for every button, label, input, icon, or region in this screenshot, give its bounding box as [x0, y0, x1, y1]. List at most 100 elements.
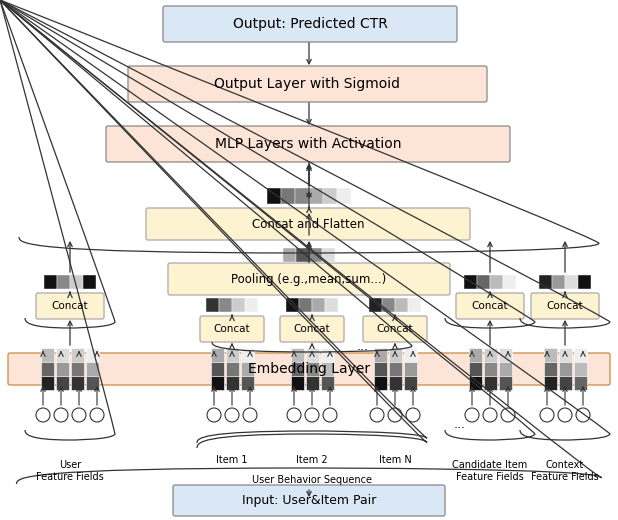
- Text: ...: ...: [357, 340, 369, 353]
- Bar: [267, 188, 281, 204]
- Bar: [286, 298, 299, 312]
- Text: Candidate Item
Feature Fields: Candidate Item Feature Fields: [452, 460, 528, 482]
- Bar: [56, 362, 69, 376]
- Bar: [305, 362, 318, 376]
- Bar: [57, 275, 70, 289]
- Bar: [290, 362, 303, 376]
- Text: Embedding Layer: Embedding Layer: [248, 362, 370, 376]
- Text: Concat: Concat: [214, 324, 250, 334]
- Circle shape: [388, 408, 402, 422]
- Text: Concat: Concat: [52, 301, 88, 311]
- Bar: [321, 348, 334, 362]
- Bar: [86, 362, 99, 376]
- FancyBboxPatch shape: [168, 263, 450, 295]
- FancyBboxPatch shape: [200, 316, 264, 342]
- Circle shape: [558, 408, 572, 422]
- FancyBboxPatch shape: [531, 293, 599, 319]
- Circle shape: [576, 408, 590, 422]
- Bar: [56, 348, 69, 362]
- Bar: [290, 376, 303, 390]
- Bar: [552, 275, 565, 289]
- Bar: [490, 275, 503, 289]
- Text: Output Layer with Sigmoid: Output Layer with Sigmoid: [214, 77, 400, 91]
- Circle shape: [90, 408, 104, 422]
- Circle shape: [207, 408, 221, 422]
- Bar: [578, 275, 591, 289]
- Bar: [468, 376, 481, 390]
- Bar: [296, 248, 309, 262]
- Bar: [321, 362, 334, 376]
- Text: Concat: Concat: [472, 301, 509, 311]
- Bar: [559, 362, 572, 376]
- Bar: [483, 348, 496, 362]
- FancyBboxPatch shape: [36, 293, 104, 319]
- Bar: [483, 362, 496, 376]
- Bar: [211, 376, 224, 390]
- Bar: [404, 376, 417, 390]
- FancyBboxPatch shape: [363, 316, 427, 342]
- Text: Context
Feature Fields: Context Feature Fields: [531, 460, 599, 482]
- Bar: [559, 376, 572, 390]
- Bar: [395, 298, 408, 312]
- Bar: [309, 188, 323, 204]
- Circle shape: [225, 408, 239, 422]
- Bar: [290, 348, 303, 362]
- Circle shape: [36, 408, 50, 422]
- Circle shape: [501, 408, 515, 422]
- FancyBboxPatch shape: [173, 485, 445, 516]
- Bar: [468, 348, 481, 362]
- Bar: [83, 275, 96, 289]
- Text: Concat: Concat: [547, 301, 583, 311]
- Bar: [56, 376, 69, 390]
- Bar: [539, 275, 552, 289]
- Text: Output: Predicted CTR: Output: Predicted CTR: [232, 17, 387, 31]
- Bar: [373, 362, 386, 376]
- Bar: [503, 275, 516, 289]
- Text: Item 1: Item 1: [216, 455, 248, 465]
- Bar: [574, 362, 586, 376]
- Bar: [574, 376, 586, 390]
- Bar: [565, 275, 578, 289]
- Bar: [226, 362, 239, 376]
- Circle shape: [305, 408, 319, 422]
- Bar: [206, 298, 219, 312]
- Bar: [559, 348, 572, 362]
- Bar: [299, 298, 312, 312]
- Bar: [389, 376, 402, 390]
- Bar: [499, 362, 512, 376]
- FancyBboxPatch shape: [8, 353, 610, 385]
- Bar: [382, 298, 395, 312]
- Text: Item N: Item N: [379, 455, 412, 465]
- Bar: [369, 298, 382, 312]
- Bar: [543, 376, 556, 390]
- Bar: [322, 248, 335, 262]
- Bar: [305, 376, 318, 390]
- Text: Concat and Flatten: Concat and Flatten: [252, 217, 364, 230]
- Bar: [41, 376, 54, 390]
- Bar: [70, 275, 83, 289]
- Bar: [295, 188, 309, 204]
- Bar: [281, 188, 295, 204]
- Bar: [211, 362, 224, 376]
- Text: Pooling (e.g.,mean,sum...): Pooling (e.g.,mean,sum...): [231, 272, 387, 285]
- Text: MLP Layers with Activation: MLP Layers with Activation: [214, 137, 401, 151]
- Bar: [337, 188, 351, 204]
- Circle shape: [287, 408, 301, 422]
- Bar: [468, 362, 481, 376]
- Bar: [71, 362, 84, 376]
- Circle shape: [406, 408, 420, 422]
- Bar: [240, 376, 253, 390]
- Bar: [226, 348, 239, 362]
- FancyBboxPatch shape: [163, 6, 457, 42]
- Bar: [373, 376, 386, 390]
- Circle shape: [54, 408, 68, 422]
- Circle shape: [483, 408, 497, 422]
- FancyBboxPatch shape: [146, 208, 470, 240]
- Bar: [404, 348, 417, 362]
- Bar: [211, 348, 224, 362]
- Bar: [325, 298, 338, 312]
- Bar: [240, 348, 253, 362]
- Bar: [86, 348, 99, 362]
- Bar: [389, 348, 402, 362]
- Bar: [574, 348, 586, 362]
